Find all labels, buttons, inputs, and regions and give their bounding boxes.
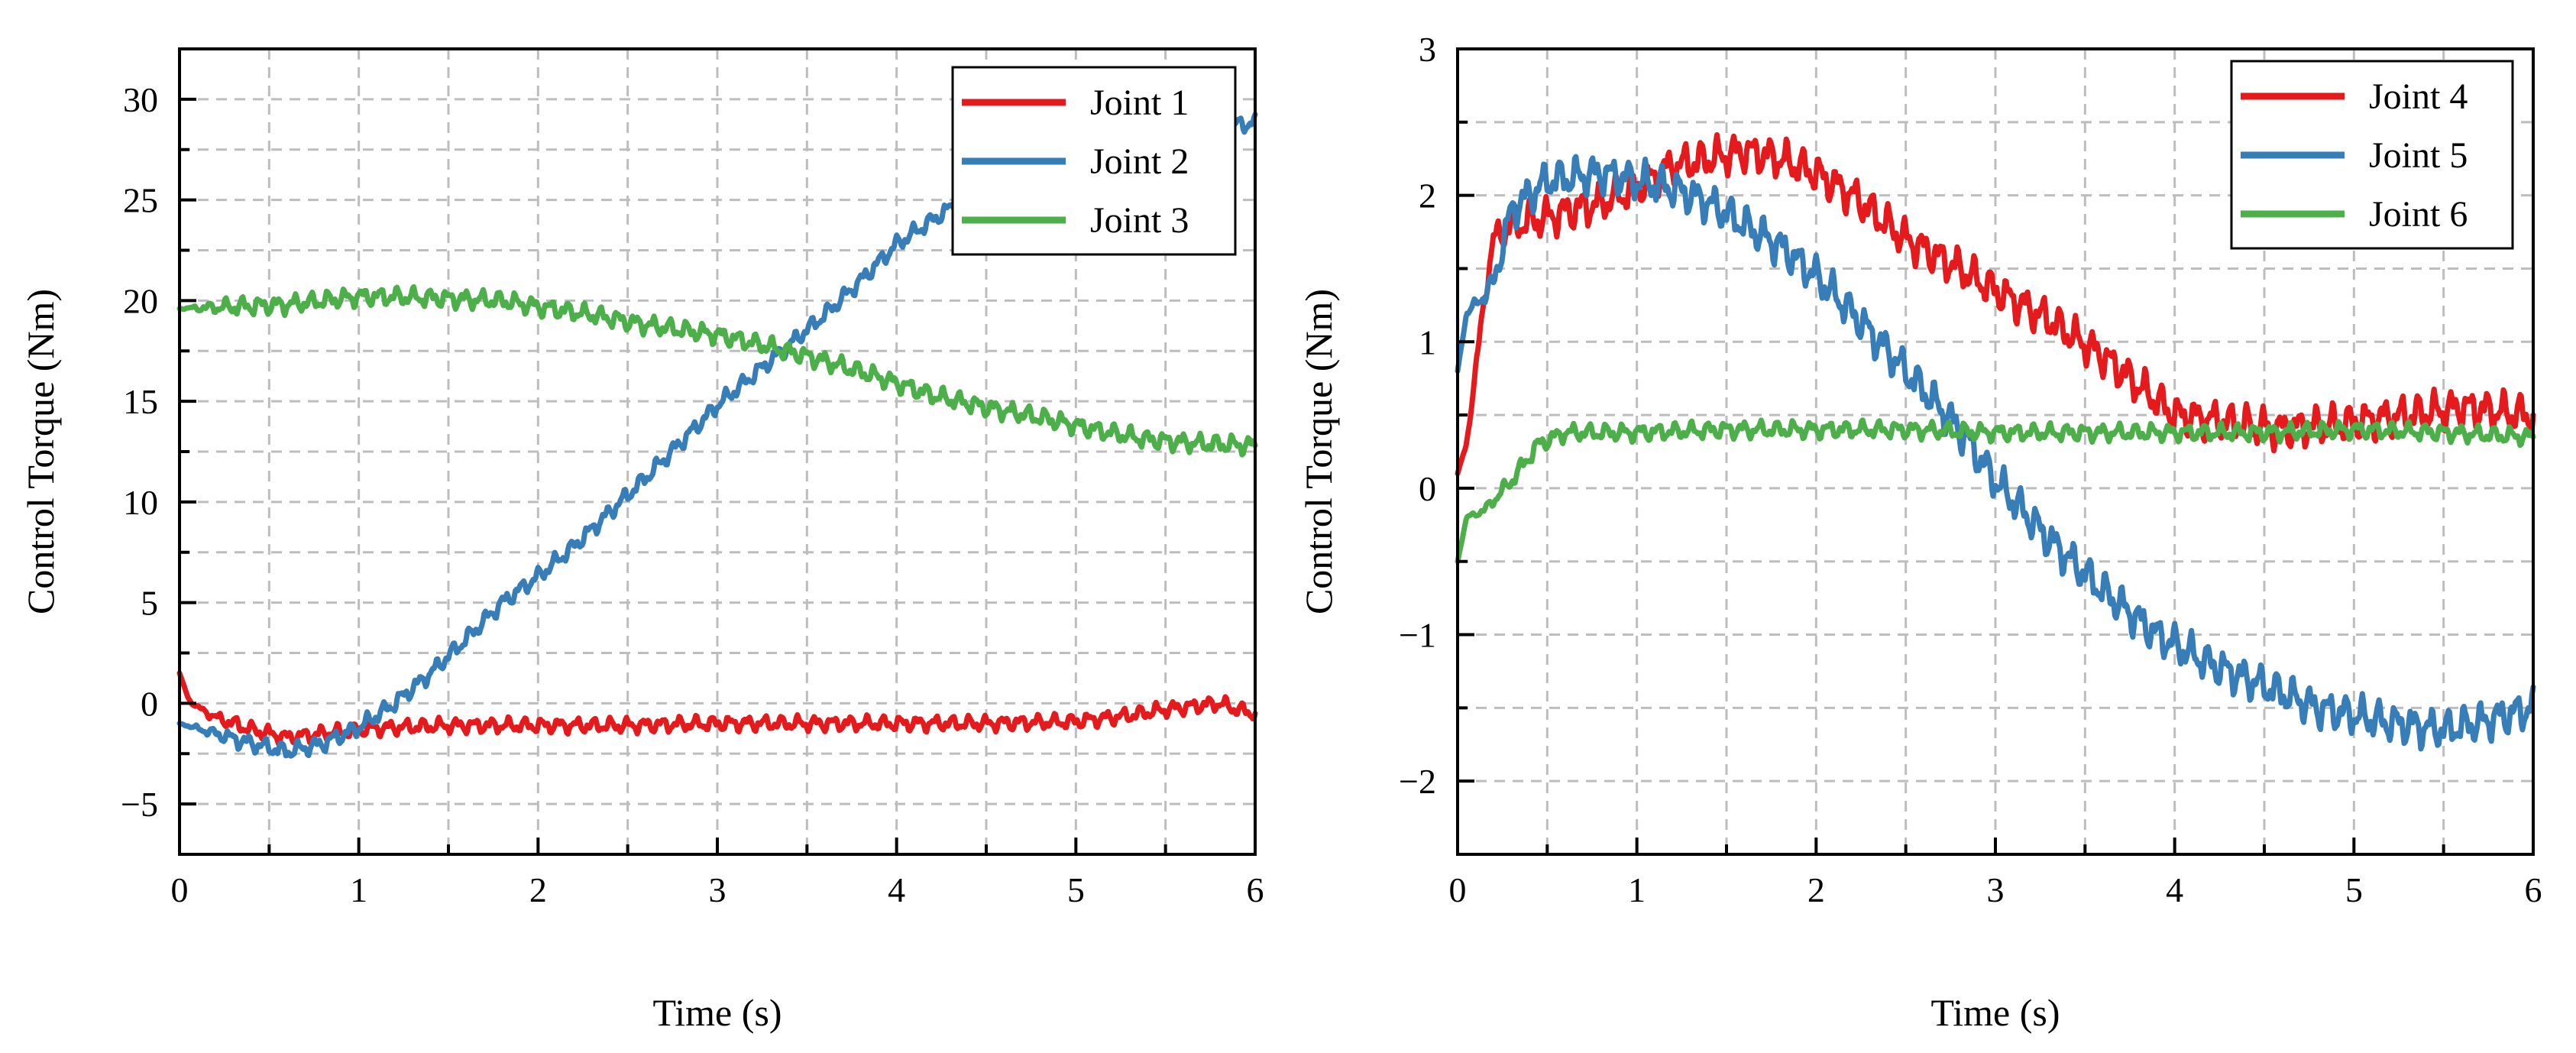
x-tick-label: 4 xyxy=(888,870,905,909)
y-tick-label: 1 xyxy=(1419,322,1436,361)
left-chart-joints-1-3: 0 1 2 3 4 5 6 −5 0 5 10 15 20 25 30 Time (s) Control Tor… xyxy=(19,47,1264,1034)
x-tick-label: 0 xyxy=(171,870,189,909)
x-tick-label: 6 xyxy=(2525,870,2542,909)
y-tick-label: 25 xyxy=(123,181,158,220)
x-tick-label: 2 xyxy=(1807,870,1825,909)
y-axis-title: Control Torque (Nm) xyxy=(19,289,62,614)
x-axis-title: Time (s) xyxy=(652,991,782,1034)
legend-label-joint-3: Joint 3 xyxy=(1090,200,1189,241)
x-tick-label: 5 xyxy=(2345,870,2363,909)
y-tick-label: 3 xyxy=(1419,30,1436,69)
series-line-joint-3 xyxy=(176,284,1258,458)
y-tick-label: 2 xyxy=(1419,177,1436,215)
x-tick-label: 1 xyxy=(1628,870,1646,909)
series-line-joint-6 xyxy=(1455,417,2536,565)
legend-label-joint-5: Joint 5 xyxy=(2369,135,2468,176)
y-tick-label: 5 xyxy=(141,584,158,623)
y-tick-label: 10 xyxy=(123,483,158,522)
x-axis-title: Time (s) xyxy=(1930,991,2060,1034)
legend-label-joint-6: Joint 6 xyxy=(2369,194,2468,235)
y-axis-title: Control Torque (Nm) xyxy=(1297,289,1340,614)
y-tick-label: 15 xyxy=(123,382,158,421)
y-tick-label: −2 xyxy=(1399,762,1436,801)
x-tick-label: 2 xyxy=(529,870,547,909)
legend-label-joint-1: Joint 1 xyxy=(1090,83,1189,123)
y-tick-label: −5 xyxy=(121,785,158,824)
y-tick-label: 0 xyxy=(1419,469,1436,508)
x-tick-label: 1 xyxy=(350,870,367,909)
x-tick-label: 5 xyxy=(1067,870,1085,909)
x-tick-label: 0 xyxy=(1449,870,1467,909)
y-tick-label: 0 xyxy=(141,684,158,723)
x-tick-label: 3 xyxy=(709,870,727,909)
right-chart-joints-4-6: 0 1 2 3 4 5 6 −2 −1 0 1 2 3 Time (s) Control Torque (N… xyxy=(1297,30,2542,1034)
x-tick-label: 4 xyxy=(2166,870,2183,909)
x-tick-label: 6 xyxy=(1247,870,1264,909)
legend-label-joint-2: Joint 2 xyxy=(1090,141,1189,182)
y-tick-label: 30 xyxy=(123,80,158,119)
legend: Joint 4 Joint 5 Joint 6 xyxy=(2230,60,2514,250)
x-tick-label: 3 xyxy=(1987,870,2005,909)
legend: Joint 1 Joint 2 Joint 3 xyxy=(951,66,1237,256)
series-line-joint-5 xyxy=(1455,154,2536,752)
legend-label-joint-4: Joint 4 xyxy=(2369,76,2468,117)
y-tick-label: −1 xyxy=(1399,616,1436,655)
y-tick-label: 20 xyxy=(123,281,158,320)
